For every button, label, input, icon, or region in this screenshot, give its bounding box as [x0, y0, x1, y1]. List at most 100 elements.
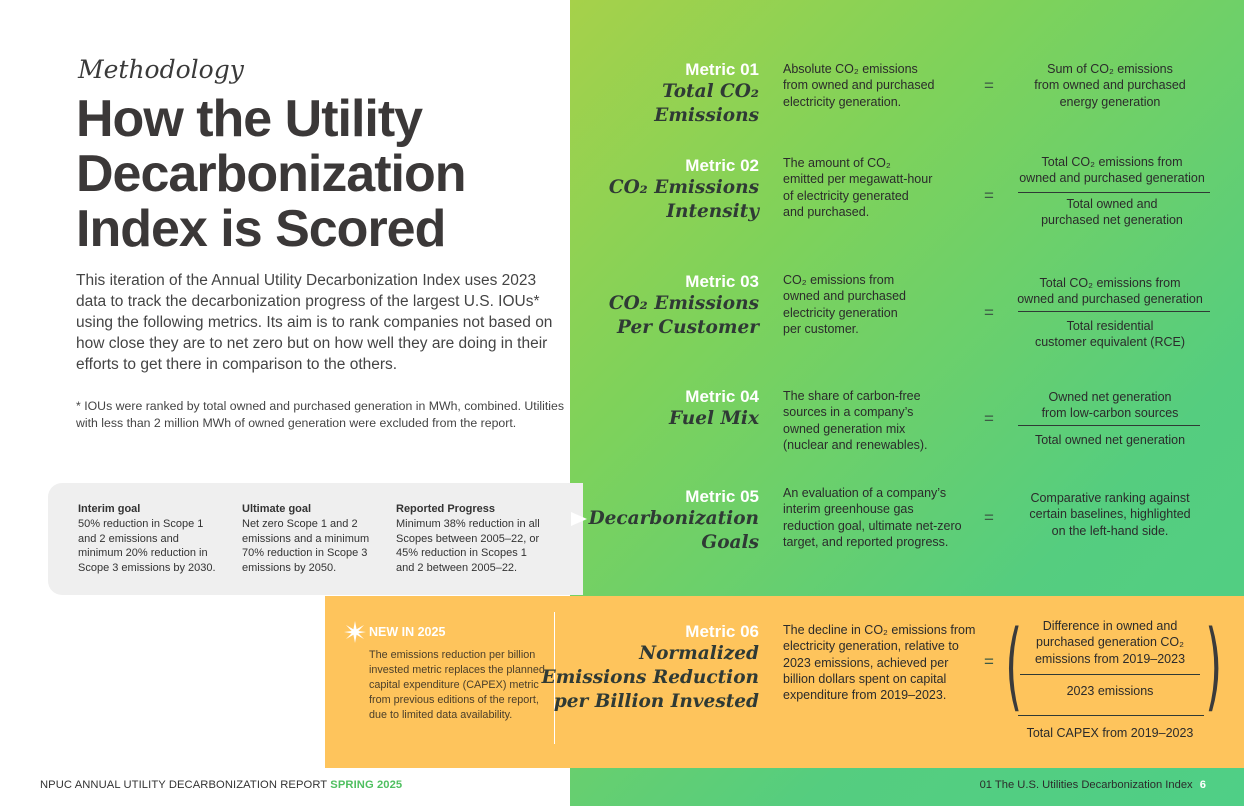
fraction-bar: [1018, 311, 1210, 312]
goal-reported-progress: Reported Progress Minimum 38% reduction …: [396, 502, 544, 576]
formula: Comparative ranking against certain base…: [1010, 490, 1210, 539]
metric-name-line: Fuel Mix: [668, 408, 759, 429]
metric-number: Metric 02: [685, 156, 759, 175]
formula-line: on the left-hand side.: [1051, 523, 1169, 538]
metric-number: Metric 03: [685, 272, 759, 291]
metric-name-line: Normalized: [639, 643, 759, 664]
metric-description: The amount of CO₂ emitted per megawatt-h…: [783, 155, 973, 220]
equals-sign: =: [984, 186, 994, 205]
formula: 2023 emissions: [1010, 683, 1210, 699]
new-text: The emissions reduction per billion inve…: [369, 649, 545, 721]
footer-report-title: NPUC ANNUAL UTILITY DECARBONIZATION REPO…: [40, 779, 402, 791]
formula-line: Total CAPEX from 2019–2023: [1026, 726, 1194, 740]
desc-line: CO₂ emissions from: [783, 273, 895, 287]
equals-sign: =: [984, 652, 994, 671]
title-line-2: Decarbonization: [76, 145, 467, 203]
desc-line: (nuclear and renewables).: [783, 437, 928, 452]
footer-section-title: 01 The U.S. Utilities Decarbonization In…: [979, 779, 1193, 791]
title-line-3: Index is Scored: [76, 200, 446, 258]
formula-line: Total residential: [1066, 319, 1154, 333]
metric-number: Metric 01: [685, 60, 759, 79]
desc-line: expenditure from 2019–2023.: [783, 688, 947, 703]
desc-line: emitted per megawatt-hour: [783, 172, 933, 187]
title-line-1: How the Utility: [76, 90, 423, 148]
desc-line: from owned and purchased: [783, 78, 935, 93]
goal-ultimate: Ultimate goal Net zero Scope 1 and 2 emi…: [242, 502, 370, 576]
metric-name-line: Emissions: [654, 105, 759, 126]
metric-name-line: per Billion Invested: [553, 691, 759, 712]
footer-section: 01 The U.S. Utilities Decarbonization In…: [980, 779, 1206, 791]
formula: Total CAPEX from 2019–2023: [1010, 725, 1210, 741]
desc-line: Absolute CO₂ emissions: [783, 62, 918, 76]
equals-sign: =: [984, 303, 994, 322]
metric-name: CO₂ Emissions Intensity: [609, 176, 759, 224]
desc-line: reduction goal, ultimate net-zero: [783, 518, 962, 533]
sparkle-icon: [344, 621, 366, 643]
desc-line: The share of carbon-free: [783, 389, 921, 403]
metric-name: Fuel Mix: [669, 407, 759, 431]
formula: Difference in owned and purchased genera…: [1010, 618, 1210, 667]
desc-line: sources in a company’s: [783, 405, 914, 420]
metric-name: Total CO₂ Emissions: [654, 80, 759, 128]
metric-name-line: Emissions Reduction: [541, 667, 759, 688]
divider: [554, 612, 555, 744]
desc-line: owned generation mix: [783, 421, 906, 436]
section-label: Methodology: [78, 55, 244, 84]
formula-line: purchased generation CO₂: [1036, 635, 1184, 650]
formula-line: Owned net generation: [1048, 390, 1172, 404]
goals-box: [48, 483, 583, 595]
desc-line: of electricity generated: [783, 188, 909, 203]
metric-number: Metric 04: [685, 387, 759, 406]
equals-sign: =: [984, 76, 994, 95]
formula-line: from low-carbon sources: [1041, 406, 1179, 421]
metric-name-line: Goals: [701, 532, 759, 553]
formula: Total CO₂ emissions from owned and purch…: [1012, 154, 1212, 187]
desc-line: per customer.: [783, 321, 859, 336]
desc-line: interim greenhouse gas: [783, 502, 914, 517]
goal-title: Interim goal: [78, 503, 141, 515]
formula-line: owned and purchased generation: [1017, 292, 1203, 307]
right-parenthesis: ): [1205, 610, 1223, 722]
metric-name-line: Intensity: [666, 201, 759, 222]
formula-line: Comparative ranking against: [1030, 491, 1190, 505]
formula: Total CO₂ emissions from owned and purch…: [1010, 275, 1210, 308]
desc-line: target, and reported progress.: [783, 534, 949, 549]
goal-text: 50% reduction in Scope 1 and 2 emissions…: [78, 517, 216, 575]
metric-description: Absolute CO₂ emissions from owned and pu…: [783, 61, 973, 110]
goal-title: Reported Progress: [396, 503, 496, 515]
formula-line: Total owned and: [1066, 197, 1158, 211]
formula: Owned net generation from low-carbon sou…: [1010, 389, 1210, 422]
metric-description: The share of carbon-free sources in a co…: [783, 388, 973, 453]
desc-line: An evaluation of a company’s: [783, 486, 947, 500]
metric-number: Metric 05: [685, 487, 759, 506]
metric-description: An evaluation of a company’s interim gre…: [783, 485, 973, 550]
formula-line: Total owned net generation: [1034, 433, 1186, 447]
pointer-arrow: [571, 512, 587, 526]
formula-line: Sum of CO₂ emissions: [1047, 62, 1173, 76]
metric-name-line: Per Customer: [617, 317, 759, 338]
formula: Sum of CO₂ emissions from owned and purc…: [1010, 61, 1210, 110]
goal-text: Net zero Scope 1 and 2 emissions and a m…: [242, 517, 370, 575]
formula: Total owned and purchased net generation: [1012, 196, 1212, 229]
left-parenthesis: (: [1005, 610, 1023, 722]
formula-line: certain baselines, highlighted: [1029, 507, 1191, 522]
formula-line: energy generation: [1059, 94, 1161, 109]
metric-description: CO₂ emissions from owned and purchased e…: [783, 272, 973, 337]
metric-name: Normalized Emissions Reduction per Billi…: [542, 642, 759, 714]
footer-title: NPUC ANNUAL UTILITY DECARBONIZATION REPO…: [40, 779, 328, 791]
metric-description: The decline in CO₂ emissions from electr…: [783, 622, 983, 703]
page-title: How the Utility Decarbonization Index is…: [76, 92, 556, 257]
formula-line: 2023 emissions: [1066, 684, 1154, 698]
equals-sign: =: [984, 409, 994, 428]
formula: Total owned net generation: [1010, 432, 1210, 448]
desc-line: and purchased.: [783, 204, 870, 219]
goal-interim: Interim goal 50% reduction in Scope 1 an…: [78, 502, 218, 576]
desc-line: electricity generation: [783, 305, 898, 320]
new-label: NEW IN 2025: [369, 625, 446, 639]
desc-line: electricity generation.: [783, 94, 902, 109]
formula-line: customer equivalent (RCE): [1034, 335, 1186, 350]
formula-line: Total CO₂ emissions from: [1039, 276, 1181, 290]
metric-name-line: CO₂ Emissions: [608, 293, 759, 314]
equals-sign: =: [984, 508, 994, 527]
desc-line: owned and purchased: [783, 289, 907, 304]
